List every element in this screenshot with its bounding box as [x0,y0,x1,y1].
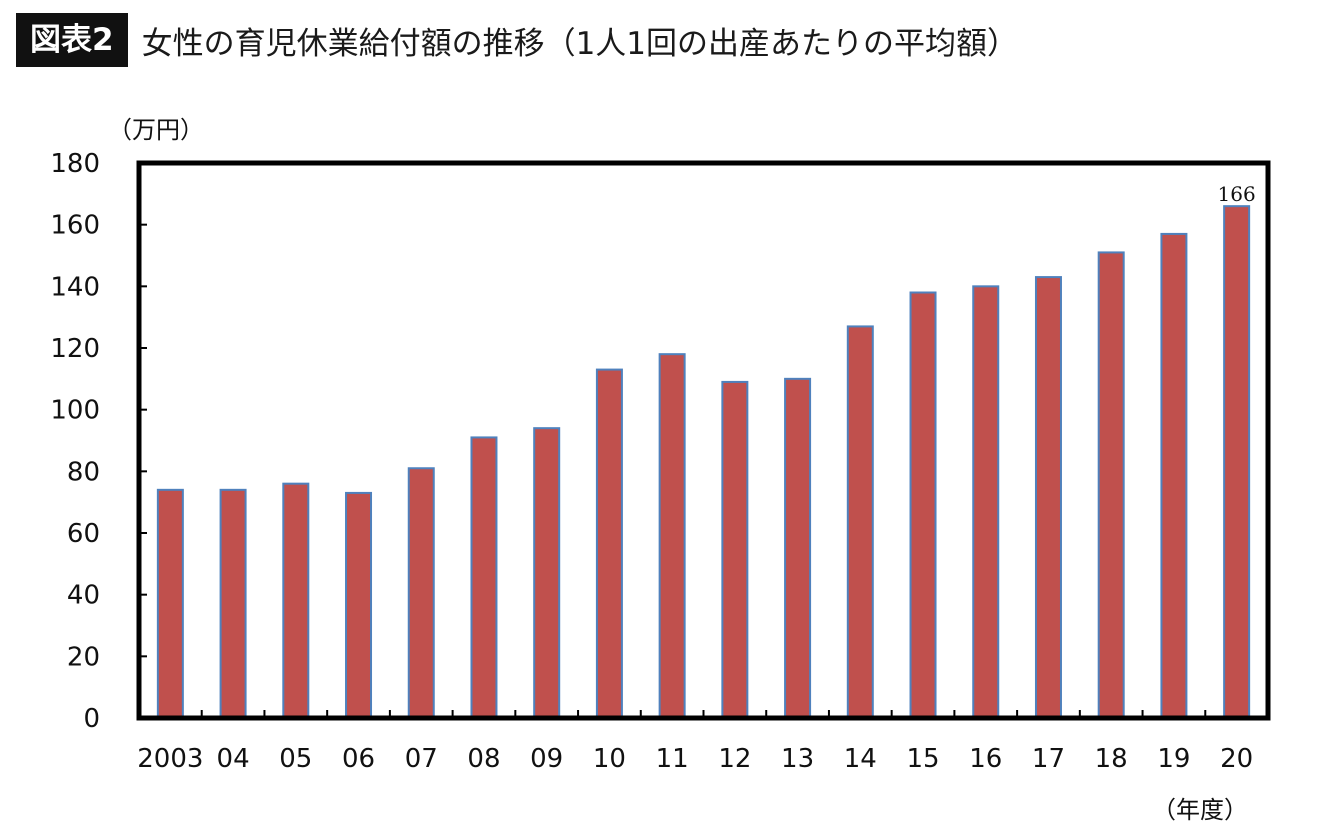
x-axis-ticks: 2003 04 05 06 07 08 09 10 11 12 13 14 15 16 17 18 19 20 [137,710,1253,774]
data-label: 166 [1218,182,1256,206]
y-tick-label: 100 [50,396,100,426]
bar-2003 [156,488,184,720]
bar-11 [658,353,686,719]
x-axis-unit: （年度） [1152,796,1248,824]
bar-09 [533,427,561,719]
y-tick-label: 40 [67,581,100,611]
bar-06 [345,491,373,719]
y-tick-label: 160 [50,211,100,241]
x-tick-label: 05 [279,744,312,774]
bar-20 [1223,205,1251,720]
y-tick-label: 80 [67,457,100,487]
x-tick-label: 2003 [137,744,203,774]
x-tick-label: 14 [844,744,877,774]
bar-08 [470,436,498,719]
bar-16 [972,285,1000,719]
x-tick-label: 13 [781,744,814,774]
y-axis-ticks: 0 20 40 60 80 100 120 140 160 180 [50,149,147,734]
x-tick-label: 12 [718,744,751,774]
bar-04 [219,488,247,720]
x-tick-label: 04 [217,744,250,774]
bar-07 [407,467,435,719]
y-tick-label: 20 [67,642,100,672]
y-tick-label: 60 [67,519,100,549]
bar-19 [1160,232,1188,720]
x-tick-label: 17 [1032,744,1065,774]
y-tick-label: 140 [50,272,100,302]
x-tick-label: 06 [342,744,375,774]
y-tick-label: 0 [83,704,100,734]
y-tick-label: 180 [50,149,100,179]
x-tick-label: 19 [1157,744,1190,774]
bar-17 [1034,276,1062,719]
bar-15 [909,291,937,719]
bar-18 [1097,251,1125,720]
x-tick-label: 16 [969,744,1002,774]
title-row: 図表2 女性の育児休業給付額の推移（1人1回の出産あたりの平均額） [16,12,1018,68]
x-tick-label: 11 [656,744,689,774]
x-tick-label: 08 [467,744,500,774]
bar-10 [595,368,623,719]
chart-title: 女性の育児休業給付額の推移（1人1回の出産あたりの平均額） [141,25,1019,62]
x-tick-label: 09 [530,744,563,774]
x-tick-label: 15 [906,744,939,774]
data-labels-group: 166 [1218,182,1256,206]
bar-12 [721,380,749,719]
bar-05 [282,482,310,719]
y-axis-unit: （万円） [108,116,204,144]
x-tick-label: 18 [1095,744,1128,774]
bar-13 [784,377,812,719]
bar-14 [846,325,874,719]
y-tick-label: 120 [50,334,100,364]
plot-frame [136,160,1271,721]
x-tick-label: 10 [593,744,626,774]
x-tick-label: 07 [405,744,438,774]
figure-number-badge: 図表2 [16,13,128,67]
bars-group [156,205,1251,720]
x-tick-label: 20 [1220,744,1253,774]
